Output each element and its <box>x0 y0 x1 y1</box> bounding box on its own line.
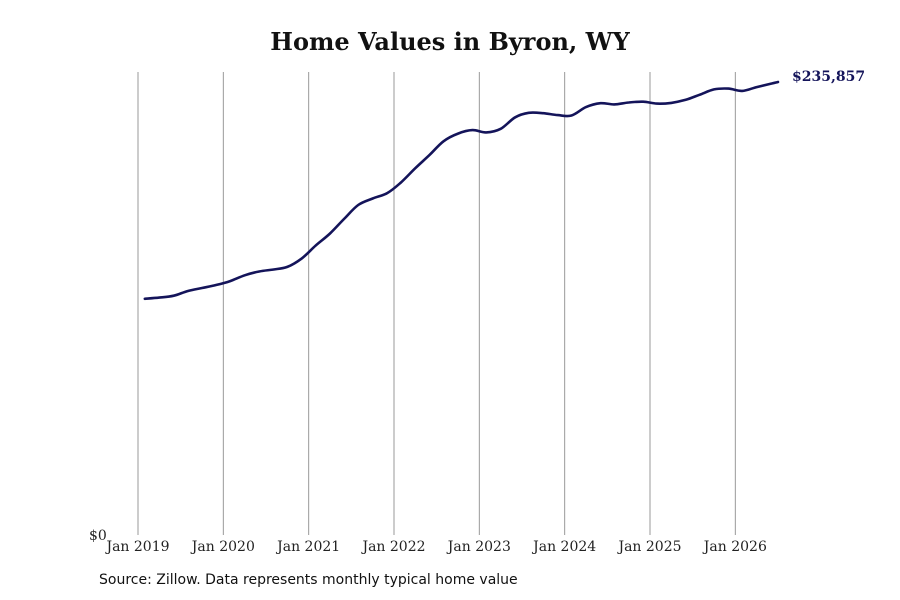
x-tick-label: Jan 2024 <box>531 539 596 555</box>
x-tick-label: Jan 2020 <box>190 539 255 555</box>
series-line <box>143 80 780 301</box>
x-tick-label: Jan 2022 <box>360 539 425 555</box>
x-tick-label: Jan 2021 <box>275 539 340 555</box>
end-value-label: $235,857 <box>792 69 865 85</box>
chart-title: Home Values in Byron, WY <box>270 27 630 56</box>
source-note: Source: Zillow. Data represents monthly … <box>99 572 518 588</box>
y-axis-zero-label: $0 <box>89 528 107 544</box>
x-axis-ticks: Jan 2019 Jan 2020 Jan 2021 Jan 2022 Jan 2023… <box>104 539 766 555</box>
x-tick-label: Jan 2026 <box>702 539 767 555</box>
gridlines <box>137 72 736 535</box>
x-tick-label: Jan 2019 <box>104 539 169 555</box>
x-tick-label: Jan 2025 <box>616 539 681 555</box>
x-tick-label: Jan 2023 <box>446 539 511 555</box>
